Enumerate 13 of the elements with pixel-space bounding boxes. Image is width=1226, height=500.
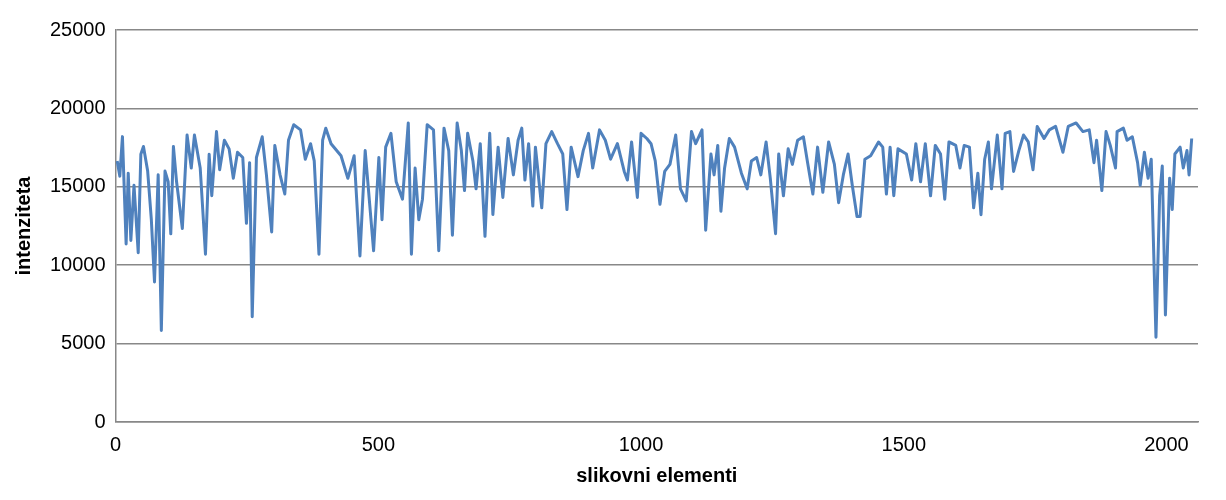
y-tick-label: 0 <box>94 409 106 432</box>
y-axis-title: intenziteta <box>11 175 34 276</box>
x-tick-label: 1000 <box>618 432 664 455</box>
y-tick-label: 20000 <box>49 95 106 118</box>
y-tick-label: 5000 <box>61 331 106 354</box>
x-tick-label: 500 <box>361 432 396 455</box>
y-tick-label: 25000 <box>49 17 106 40</box>
x-tick-label: 0 <box>110 432 122 455</box>
x-tick-label: 1500 <box>881 432 927 455</box>
x-axis-title: slikovni elementi <box>576 463 738 486</box>
x-tick-label: 2000 <box>1144 432 1189 455</box>
y-tick-label: 10000 <box>49 252 106 275</box>
y-tick-label: 15000 <box>49 174 106 197</box>
